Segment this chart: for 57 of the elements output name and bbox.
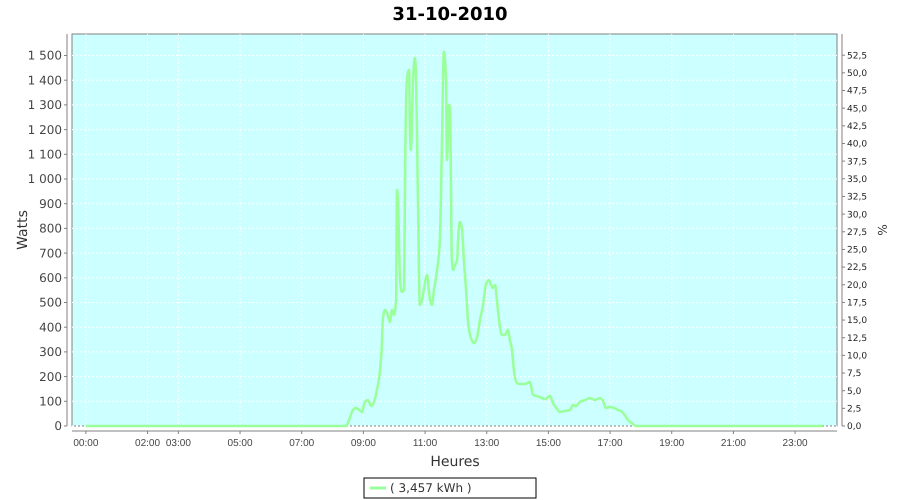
- y-tick-label: 800: [39, 222, 62, 236]
- x-tick-label: 23:00: [782, 438, 808, 449]
- y2-axis-title: %: [875, 224, 889, 236]
- y-tick-label: 300: [39, 345, 62, 360]
- x-tick-label: 07:00: [289, 438, 315, 449]
- y2-tick-label: 30,0: [847, 210, 868, 220]
- y-axis-title: Watts: [15, 210, 31, 250]
- y-tick-label: 1 500: [28, 48, 62, 63]
- x-tick-label: 00:00: [73, 438, 99, 449]
- y-tick-label: 1 300: [28, 98, 62, 112]
- y-tick-label: 100: [39, 394, 62, 408]
- y-tick-label: 400: [39, 320, 62, 334]
- x-tick-label: 02:00: [135, 438, 160, 449]
- y2-tick-label: 52,5: [847, 51, 868, 62]
- y2-tick-label: 0,0: [847, 422, 862, 432]
- y2-tick-label: 15,0: [847, 316, 868, 326]
- y2-tick-label: 37,5: [847, 157, 868, 168]
- y2-tick-label: 25,0: [847, 246, 868, 256]
- y-tick-label: 0: [54, 419, 62, 434]
- y2-tick-label: 32,5: [847, 192, 868, 203]
- x-tick-label: 11:00: [412, 438, 438, 449]
- x-tick-label: 09:00: [350, 438, 376, 449]
- x-tick-label: 15:00: [536, 438, 562, 449]
- y2-tick-label: 27,5: [847, 228, 868, 238]
- legend-label: ( 3,457 kWh ): [390, 481, 472, 496]
- x-tick-label: 17:00: [598, 438, 624, 449]
- y-tick-label: 1 200: [28, 122, 62, 137]
- y2-tick-label: 50,0: [847, 68, 868, 79]
- y2-tick-label: 12,5: [847, 334, 868, 344]
- x-tick-label: 21:00: [720, 438, 746, 449]
- y2-tick-label: 17,5: [847, 298, 868, 309]
- y-tick-label: 1 000: [28, 172, 62, 186]
- y2-tick-label: 2,5: [847, 404, 862, 414]
- y-tick-label: 700: [39, 246, 62, 260]
- x-tick-label: 13:00: [474, 438, 500, 449]
- y2-tick-label: 7,5: [847, 369, 862, 380]
- y2-tick-label: 40,0: [847, 140, 868, 150]
- y2-tick-label: 35,0: [847, 174, 868, 185]
- y2-tick-label: 42,5: [847, 122, 868, 132]
- x-tick-label: 19:00: [659, 438, 685, 449]
- y2-tick-label: 47,5: [847, 86, 868, 97]
- chart-title: 31-10-2010: [392, 4, 508, 25]
- x-tick-label: 05:00: [228, 438, 253, 449]
- x-axis-title: Heures: [430, 454, 480, 470]
- y2-tick-label: 45,0: [847, 104, 868, 114]
- x-tick-label: 03:00: [166, 438, 192, 449]
- y-tick-label: 1 100: [28, 147, 62, 162]
- y-tick-label: 500: [39, 296, 62, 310]
- y2-tick-label: 5,0: [847, 386, 862, 397]
- y2-tick-label: 22,5: [847, 263, 868, 274]
- y2-tick-label: 20,0: [847, 280, 868, 291]
- line-series: [84, 50, 824, 428]
- y-tick-label: 600: [39, 270, 62, 285]
- y-tick-label: 900: [39, 196, 62, 211]
- y-tick-label: 200: [39, 370, 62, 384]
- y-tick-label: 1 400: [28, 73, 62, 88]
- y2-tick-label: 10,0: [847, 352, 868, 362]
